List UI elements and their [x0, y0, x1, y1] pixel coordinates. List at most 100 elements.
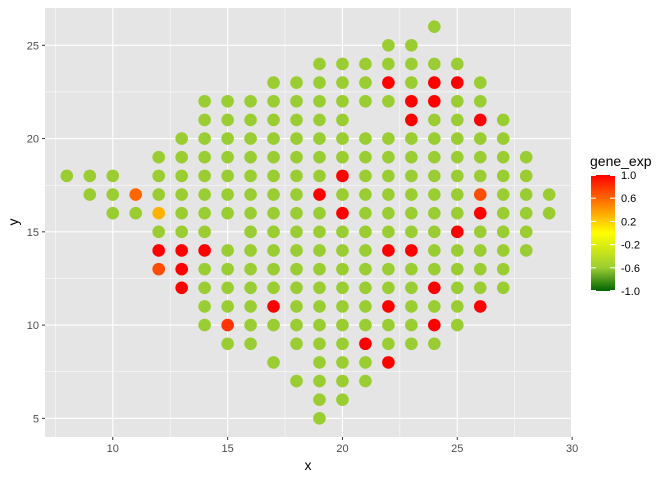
data-point	[336, 225, 349, 239]
data-point	[313, 113, 326, 127]
data-point	[382, 57, 395, 71]
data-point	[106, 169, 120, 183]
data-point	[221, 318, 234, 332]
y-axis-title: y	[5, 219, 21, 226]
data-point	[221, 113, 234, 127]
data-point	[336, 300, 349, 313]
data-point	[152, 206, 165, 220]
data-point	[428, 76, 441, 89]
data-point	[382, 337, 395, 351]
data-point	[313, 412, 326, 425]
data-point	[290, 337, 303, 351]
data-point	[152, 262, 165, 276]
data-point	[175, 188, 188, 201]
data-point	[428, 337, 441, 351]
data-point	[198, 318, 211, 332]
data-point	[175, 262, 188, 276]
data-point	[244, 244, 257, 257]
data-point	[313, 76, 326, 89]
data-point	[359, 188, 372, 201]
data-point	[405, 337, 418, 351]
data-point	[336, 244, 349, 257]
data-point	[313, 337, 326, 351]
x-tick-label: 20	[336, 443, 348, 455]
data-point	[244, 337, 257, 351]
data-point	[244, 132, 257, 145]
data-point	[359, 94, 372, 108]
data-point	[519, 244, 533, 257]
data-point	[290, 94, 303, 108]
legend-tick-label: -0.2	[621, 240, 640, 252]
data-point	[473, 94, 487, 108]
data-point	[473, 169, 487, 183]
data-point	[313, 169, 326, 183]
data-point	[244, 113, 257, 127]
legend-tick-label: -1.0	[621, 286, 640, 298]
data-point	[336, 188, 349, 201]
data-point	[359, 169, 372, 183]
data-point	[405, 150, 418, 164]
data-point	[244, 300, 257, 313]
data-point	[198, 281, 211, 295]
data-point	[496, 188, 510, 201]
data-point	[428, 57, 441, 71]
data-point	[221, 150, 234, 164]
data-point	[267, 262, 280, 276]
data-point	[267, 206, 280, 220]
data-point	[473, 132, 487, 145]
data-point	[451, 57, 464, 71]
data-point	[451, 76, 464, 89]
x-axis: 10 15 20 25 30	[107, 437, 578, 455]
data-point	[451, 132, 464, 145]
data-point	[198, 188, 211, 201]
data-point	[313, 318, 326, 332]
data-point	[244, 150, 257, 164]
data-point	[405, 76, 418, 89]
data-point	[221, 206, 234, 220]
data-point	[405, 244, 418, 257]
data-point	[382, 150, 395, 164]
data-point	[313, 300, 326, 313]
data-point	[290, 374, 303, 388]
data-point	[428, 150, 441, 164]
data-point	[175, 132, 188, 145]
data-point	[405, 206, 418, 220]
data-point	[473, 281, 487, 295]
data-point	[405, 169, 418, 183]
data-point	[290, 262, 303, 276]
data-point	[336, 132, 349, 145]
legend-tick-label: 0.2	[621, 216, 636, 228]
data-point	[267, 150, 280, 164]
data-point	[129, 206, 143, 220]
data-point	[359, 206, 372, 220]
data-point	[359, 374, 372, 388]
data-point	[382, 39, 395, 52]
data-point	[359, 225, 372, 239]
data-point	[519, 150, 533, 164]
data-point	[336, 337, 349, 351]
data-point	[267, 132, 280, 145]
data-point	[290, 318, 303, 332]
data-point	[382, 244, 395, 257]
data-point	[198, 206, 211, 220]
data-point	[382, 169, 395, 183]
data-point	[428, 244, 441, 257]
legend-tick-label: 1.0	[621, 170, 636, 182]
data-point	[451, 318, 464, 332]
data-point	[290, 225, 303, 239]
data-point	[267, 225, 280, 239]
data-point	[405, 318, 418, 332]
x-axis-title: x	[305, 457, 312, 473]
data-point	[244, 169, 257, 183]
data-point	[290, 132, 303, 145]
legend-colorbar	[591, 175, 615, 291]
data-point	[473, 206, 487, 220]
data-point	[198, 262, 211, 276]
data-point	[244, 262, 257, 276]
data-point	[152, 188, 165, 201]
data-point	[152, 169, 165, 183]
data-point	[496, 169, 510, 183]
y-tick-label: 15	[27, 227, 39, 239]
